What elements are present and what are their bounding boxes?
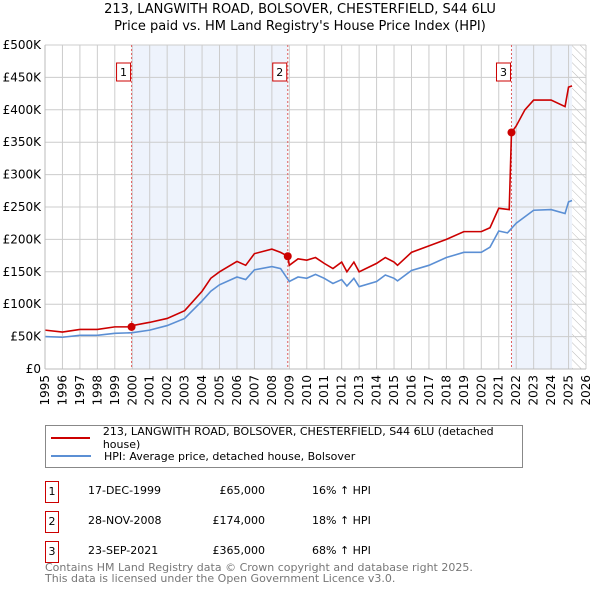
series-line bbox=[44, 85, 573, 333]
legend-label: HPI: Average price, detached house, Bols… bbox=[104, 449, 356, 463]
x-tick-label: 2004 bbox=[195, 375, 209, 406]
x-tick-label: 1996 bbox=[55, 375, 69, 406]
x-tick-label: 2022 bbox=[509, 375, 523, 406]
sale-label: 2 bbox=[276, 66, 283, 79]
sale-label-box bbox=[495, 62, 511, 82]
x-tick-label: 2024 bbox=[544, 375, 558, 406]
sale-badge: 3 bbox=[45, 541, 59, 563]
x-tick-label: 2021 bbox=[492, 375, 506, 406]
x-tick-label: 2026 bbox=[579, 375, 593, 406]
y-tick-label: £350K bbox=[3, 135, 43, 149]
sale-date: 28-NOV-2008 bbox=[88, 514, 162, 527]
sale-label: 1 bbox=[120, 66, 127, 79]
x-tick-label: 2018 bbox=[439, 375, 453, 406]
x-tick-label: 2019 bbox=[457, 375, 471, 406]
x-tick-label: 2005 bbox=[213, 375, 227, 406]
sale-hpi-diff: 18% ↑ HPI bbox=[312, 514, 371, 527]
legend: 213, LANGWITH ROAD, BOLSOVER, CHESTERFIE… bbox=[45, 425, 523, 468]
x-tick-label: 2009 bbox=[282, 375, 296, 406]
legend-swatch-blue bbox=[51, 455, 91, 457]
footer-copyright: Contains HM Land Registry data © Crown c… bbox=[45, 561, 473, 574]
sale-badge: 1 bbox=[45, 481, 59, 503]
y-tick-label: £50K bbox=[10, 330, 42, 344]
y-tick-label: £100K bbox=[3, 297, 43, 311]
x-tick-label: 2013 bbox=[352, 375, 366, 406]
x-tick-label: 2023 bbox=[527, 375, 541, 406]
x-tick-label: 2025 bbox=[562, 375, 576, 406]
x-tick-label: 1999 bbox=[108, 375, 122, 406]
x-tick-label: 2017 bbox=[422, 375, 436, 406]
x-tick-label: 2015 bbox=[387, 375, 401, 406]
chart-title: 213, LANGWITH ROAD, BOLSOVER, CHESTERFIE… bbox=[104, 2, 496, 17]
x-tick-label: 2006 bbox=[230, 375, 244, 406]
y-tick-label: £250K bbox=[3, 200, 43, 214]
y-tick-label: £150K bbox=[3, 265, 43, 279]
sale-point bbox=[283, 252, 292, 261]
sale-badge: 2 bbox=[45, 511, 59, 533]
price-chart: 1995 1996 1997 1998 1999 2000 2001 2002 2003 2004… bbox=[3, 38, 593, 406]
legend-label: 213, LANGWITH ROAD, BOLSOVER, CHESTERFIE… bbox=[102, 425, 494, 451]
x-tick-label: 2011 bbox=[317, 375, 331, 406]
footer: Contains HM Land Registry data © Crown c… bbox=[45, 562, 473, 584]
chart-subtitle: Price paid vs. HM Land Registry's House … bbox=[114, 19, 486, 34]
y-tick-label: £300K bbox=[3, 168, 43, 182]
x-tick-label: 2016 bbox=[404, 375, 418, 406]
sale-date: 23-SEP-2021 bbox=[88, 544, 159, 557]
x-tick-label: 2020 bbox=[474, 375, 488, 406]
legend-item-hpi: HPI: Average price, detached house, Bols… bbox=[51, 448, 355, 464]
x-tick-label: 2010 bbox=[300, 375, 314, 406]
y-tick-label: £400K bbox=[3, 103, 43, 117]
x-tick-label: 2012 bbox=[335, 375, 349, 406]
y-tick-label: £200K bbox=[3, 232, 43, 246]
series-line bbox=[44, 199, 573, 339]
x-tick-label: 2002 bbox=[160, 375, 174, 406]
legend-item-property: 213, LANGWITH ROAD, BOLSOVER, CHESTERFIE… bbox=[51, 425, 522, 451]
legend-swatch-red bbox=[51, 437, 90, 439]
sale-date: 17-DEC-1999 bbox=[88, 484, 162, 497]
y-tick-label: £500K bbox=[3, 38, 43, 52]
x-tick-label: 2001 bbox=[143, 375, 157, 406]
x-tick-label: 1995 bbox=[38, 375, 52, 406]
x-tick-label: 2000 bbox=[125, 375, 139, 406]
y-tick-label: £0 bbox=[26, 362, 41, 376]
x-tick-label: 2014 bbox=[370, 375, 384, 406]
sale-point bbox=[127, 322, 136, 331]
x-tick-label: 1997 bbox=[73, 375, 87, 406]
x-tick-label: 2008 bbox=[265, 375, 279, 406]
x-tick-label: 1998 bbox=[90, 375, 104, 406]
sale-label-box bbox=[116, 62, 132, 82]
sale-hpi-diff: 68% ↑ HPI bbox=[312, 544, 371, 557]
sale-label-box bbox=[272, 62, 288, 82]
y-tick-label: £450K bbox=[3, 70, 43, 84]
x-tick-label: 2007 bbox=[247, 375, 261, 406]
sale-hpi-diff: 16% ↑ HPI bbox=[312, 484, 371, 497]
sale-point bbox=[507, 128, 516, 137]
x-tick-label: 2003 bbox=[178, 375, 192, 406]
sale-label: 3 bbox=[500, 66, 507, 79]
footer-licence: This data is licensed under the Open Gov… bbox=[45, 572, 396, 585]
